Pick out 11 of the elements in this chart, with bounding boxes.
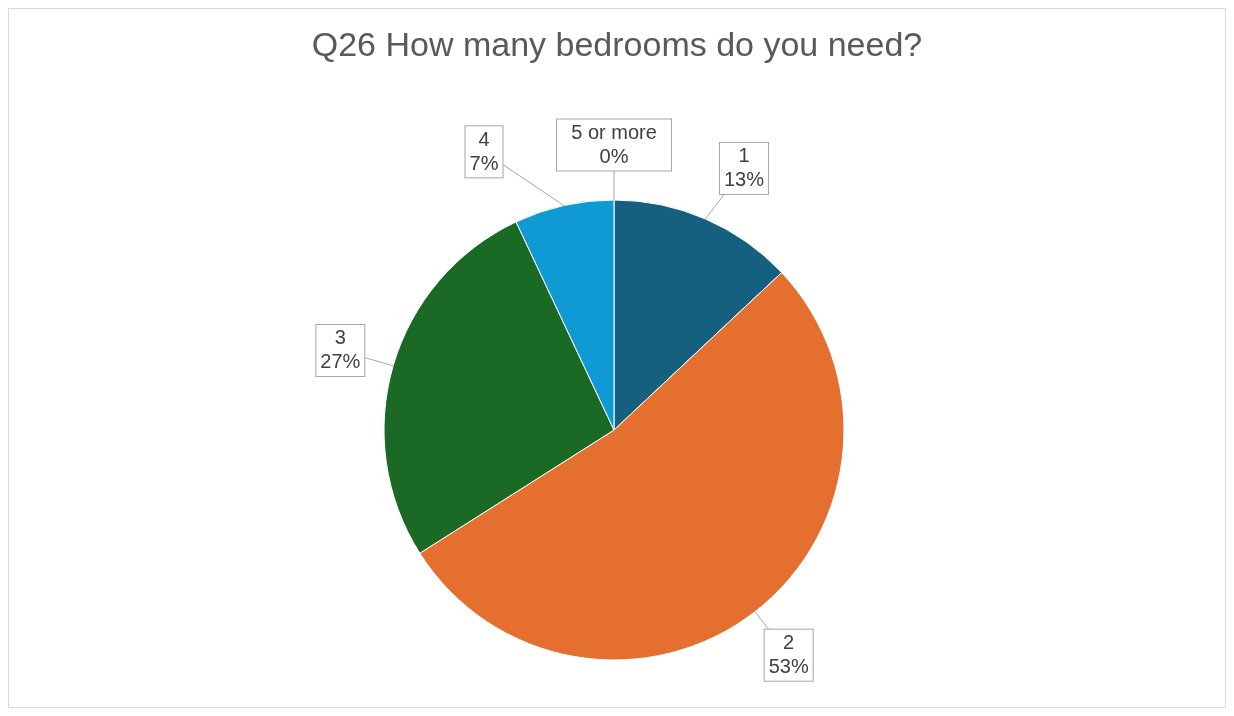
slice-label: 2: [783, 631, 795, 654]
chart-title: Q26 How many bedrooms do you need?: [310, 24, 924, 65]
slice-label: 1: [738, 144, 750, 167]
category-label: 5 or more: [571, 121, 657, 143]
data-label: 13%: [723, 168, 765, 191]
text: 0%: [599, 145, 629, 167]
data-label: 27%: [320, 350, 361, 373]
slice-label: 4: [478, 127, 490, 150]
slice-label: 3: [334, 326, 346, 349]
data-label: 53%: [768, 655, 809, 678]
data-label: 7%: [469, 151, 499, 174]
